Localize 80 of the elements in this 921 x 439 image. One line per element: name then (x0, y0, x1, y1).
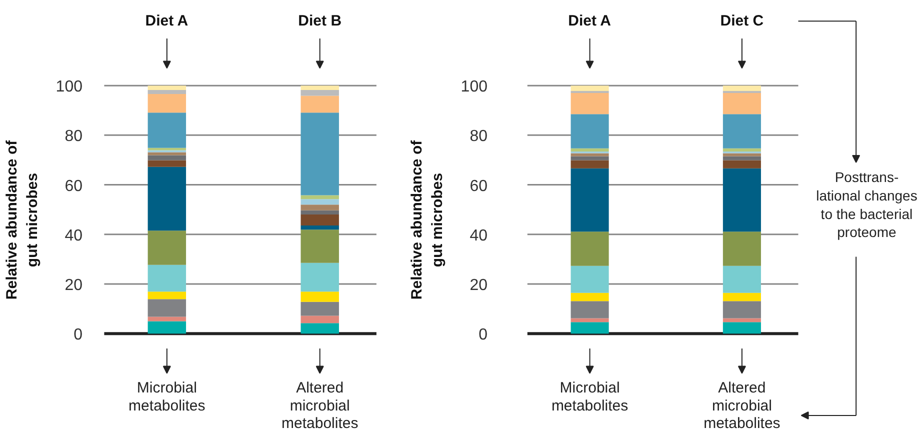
y-tick-label: 80 (64, 128, 83, 146)
bar (148, 230, 186, 265)
bar (722, 301, 761, 318)
bar (148, 90, 186, 94)
bar (300, 323, 339, 334)
bar (148, 166, 186, 231)
bar (570, 322, 609, 334)
bar (722, 292, 761, 302)
bar (148, 299, 186, 317)
text: Altered microbial metabolites (704, 379, 780, 432)
bar (300, 262, 339, 292)
bar (300, 292, 339, 302)
x-tick-label: Diet A (568, 12, 612, 30)
x-tick-label: Diet A (145, 12, 188, 30)
bar (300, 199, 339, 205)
bar (722, 153, 761, 156)
bar (300, 316, 339, 324)
bar (722, 322, 761, 334)
bar (570, 266, 609, 293)
text: Microbial metabolites (551, 379, 628, 414)
y-tick-label: 60 (64, 178, 83, 195)
x-tick-label: Diet C (720, 12, 764, 30)
bar (722, 93, 761, 114)
bar (148, 155, 186, 160)
bar (148, 148, 186, 150)
y-tick-label: 100 (460, 78, 488, 96)
y-tick-label: 60 (470, 178, 488, 195)
bar (722, 148, 761, 152)
y-tick-label: 40 (470, 227, 488, 244)
text: Altered microbial metabolites (282, 379, 358, 432)
bar (148, 152, 186, 156)
bar (570, 301, 609, 318)
bar (722, 160, 761, 168)
bar (722, 232, 761, 266)
bar (570, 318, 609, 322)
y-tick-label: 20 (64, 276, 83, 294)
bar (300, 90, 339, 96)
bar (570, 148, 609, 152)
bar (722, 114, 761, 148)
bar (570, 93, 609, 114)
bar (570, 86, 609, 92)
bar (148, 321, 186, 334)
bar (148, 316, 186, 322)
bar (300, 112, 339, 196)
bar (148, 292, 186, 300)
bar (722, 266, 761, 293)
bar (300, 210, 339, 215)
y-tick-label: 0 (74, 326, 83, 344)
bar (148, 112, 186, 148)
bar (148, 94, 186, 113)
bar (570, 168, 609, 232)
y-axis-title: Relative abundance of gut microbes (3, 139, 41, 300)
bar (300, 86, 339, 90)
x-tick-label: Diet B (298, 12, 342, 30)
bar (570, 153, 609, 156)
bar (570, 114, 609, 148)
text: Posttrans- lational changes to the bacterial proteome (816, 169, 918, 240)
bar (300, 302, 339, 316)
bar (722, 86, 761, 92)
bar (148, 86, 186, 90)
bar (570, 292, 609, 302)
bar (722, 168, 761, 232)
bar (148, 264, 186, 292)
bar (570, 160, 609, 168)
bar (300, 204, 339, 210)
bar (570, 232, 609, 266)
y-tick-label: 100 (56, 78, 83, 96)
bar (300, 214, 339, 226)
y-tick-label: 0 (478, 326, 488, 344)
text: Microbial metabolites (128, 379, 206, 414)
bar (300, 225, 339, 230)
bar (722, 318, 761, 322)
y-tick-label: 20 (470, 276, 488, 294)
bar (148, 160, 186, 167)
bar (300, 230, 339, 263)
bar (300, 96, 339, 113)
y-tick-label: 40 (64, 227, 83, 244)
y-axis-title: Relative abundance of gut microbes (408, 139, 446, 300)
y-tick-label: 80 (470, 128, 488, 146)
bar (300, 195, 339, 200)
